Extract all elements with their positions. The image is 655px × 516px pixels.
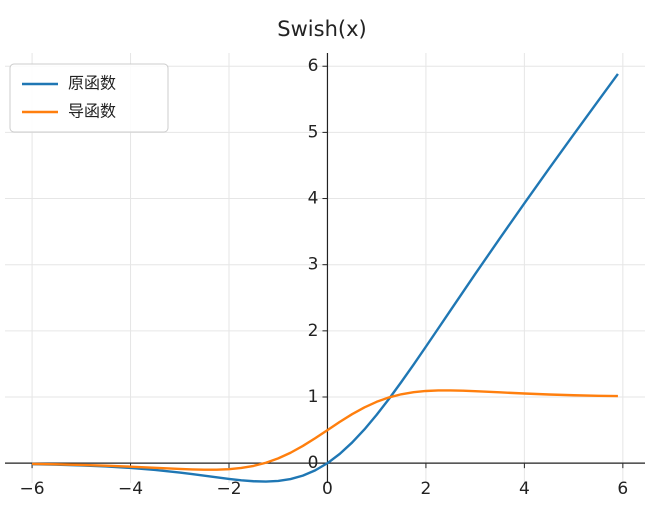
- y-tick-label: 6: [308, 56, 319, 76]
- line-series: [32, 389, 618, 471]
- y-tick-label: 3: [308, 255, 319, 275]
- legend-label: 导函数: [68, 102, 116, 121]
- x-tick-label: −2: [216, 479, 241, 499]
- x-tick-label: 2: [421, 479, 432, 499]
- x-tick-label: 6: [617, 479, 628, 499]
- line-series: [32, 73, 619, 483]
- chart-title: Swish(x): [277, 17, 366, 41]
- x-tick-label: −4: [118, 479, 143, 499]
- legend-box: [9, 63, 169, 133]
- x-tick-label: −6: [20, 479, 45, 499]
- x-tick-label: 0: [322, 479, 333, 499]
- y-tick-label: 2: [308, 321, 319, 341]
- x-tick-label: 4: [519, 479, 530, 499]
- y-tick-label: 4: [308, 189, 319, 209]
- legend-label: 原函数: [68, 74, 116, 93]
- y-tick-label: 5: [308, 122, 319, 142]
- y-tick-label: 1: [308, 387, 319, 407]
